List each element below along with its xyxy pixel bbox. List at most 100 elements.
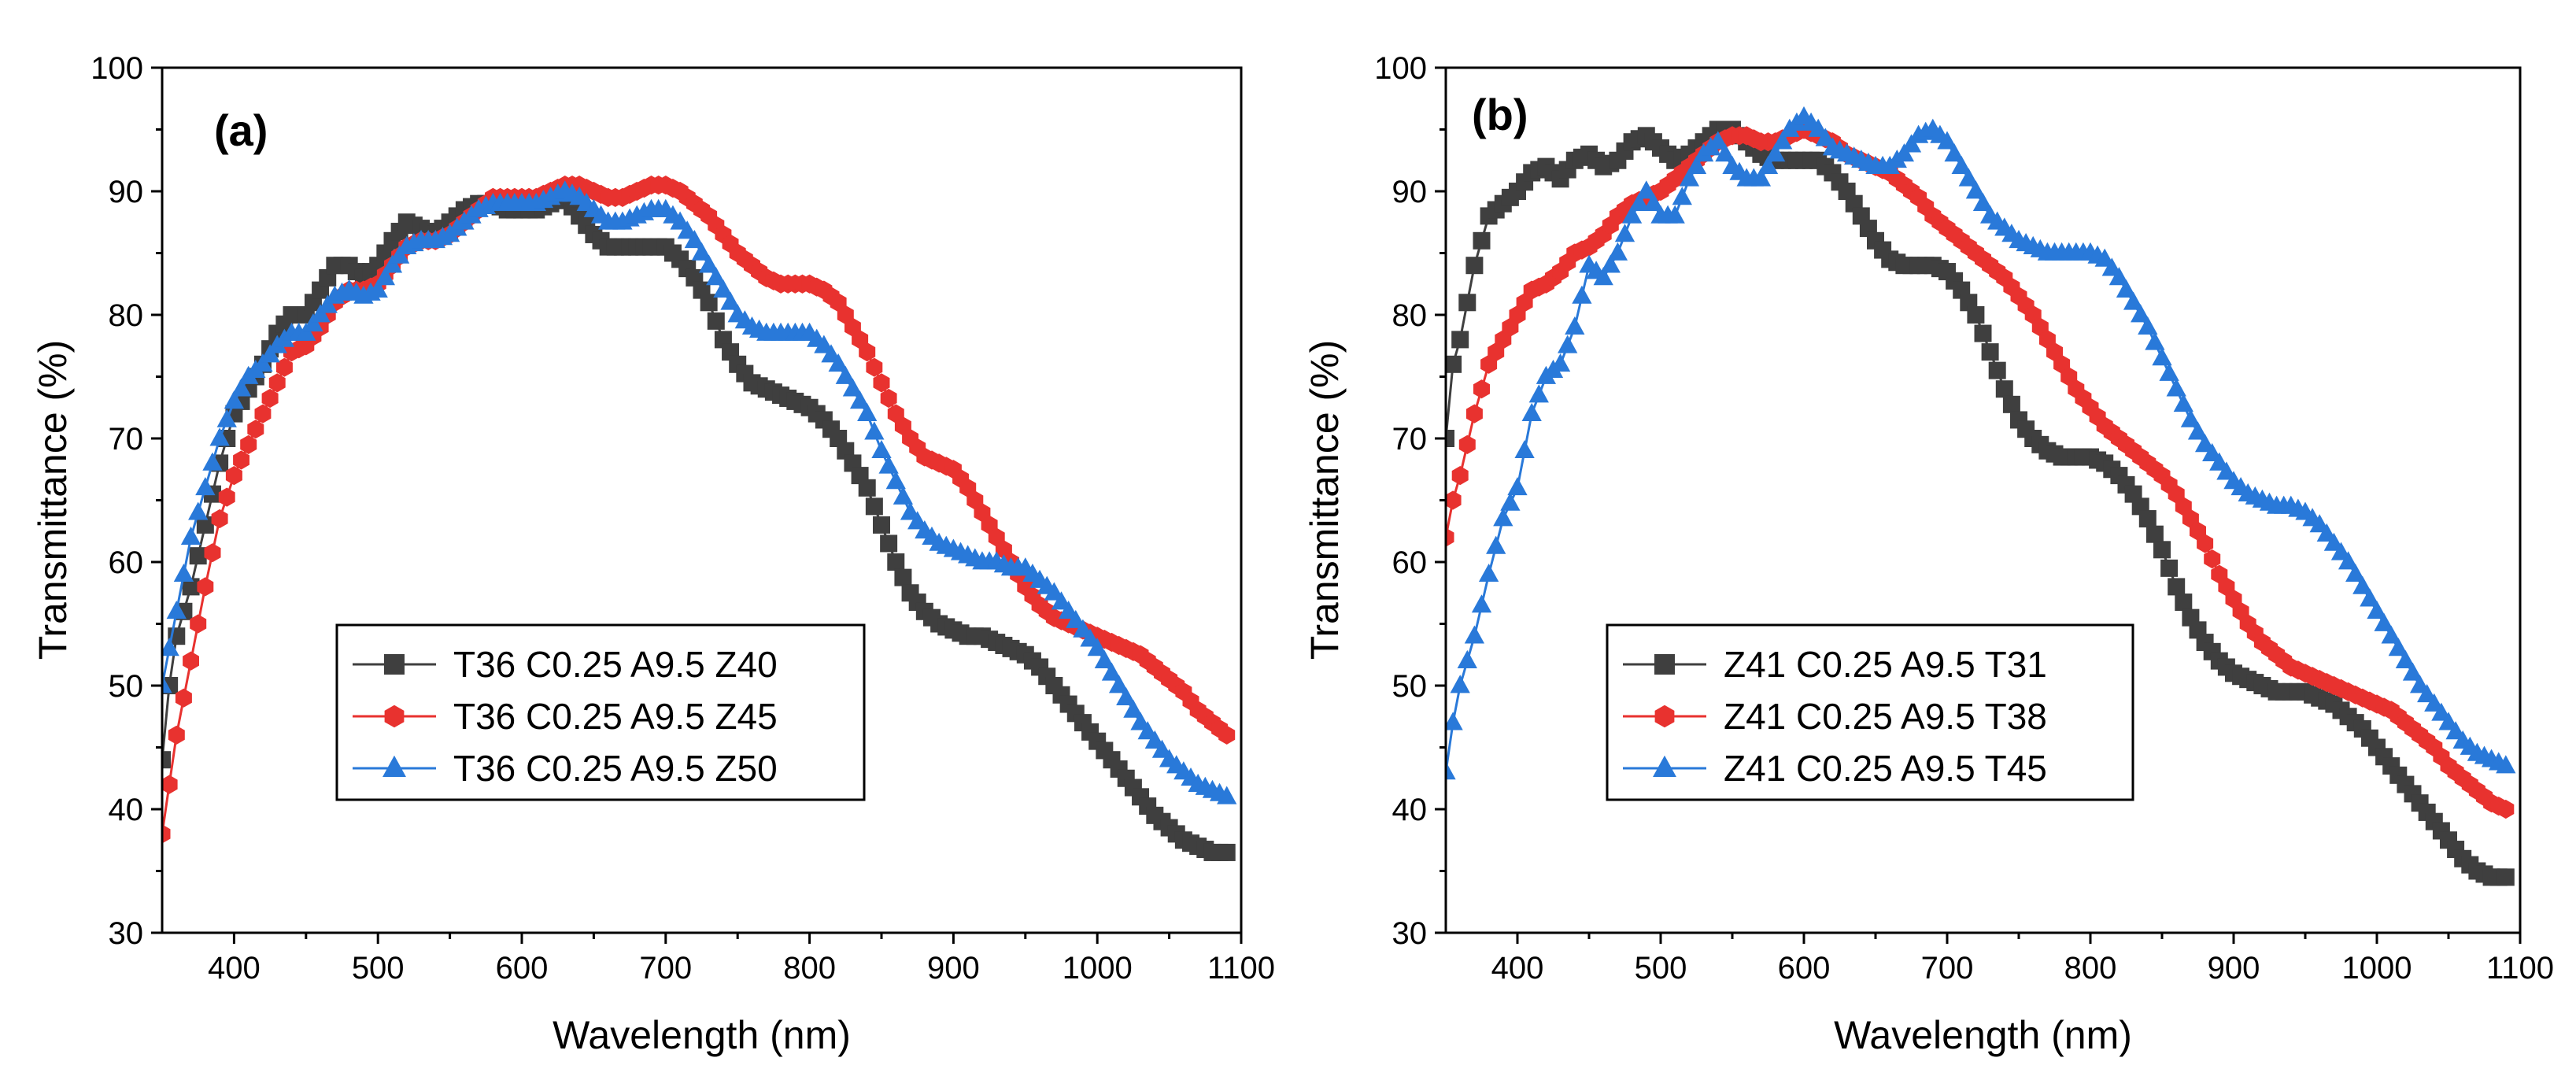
data-point xyxy=(720,291,741,310)
y-tick-label: 50 xyxy=(109,669,144,704)
panel-label-b: (b) xyxy=(1472,90,1528,139)
x-tick-label: 800 xyxy=(2064,951,2117,986)
axis-ticks-b: 400 500 600 700 800 900 1000 1100 30 40 50 60 70 80 90… xyxy=(1374,51,2554,986)
legend-marker xyxy=(384,654,405,675)
data-point xyxy=(180,526,201,545)
data-point xyxy=(188,501,209,520)
series-triangle-3 xyxy=(162,180,1237,804)
plot-area-b xyxy=(1446,106,2516,886)
data-point xyxy=(190,614,207,634)
legend-label: T36 C0.25 A9.5 Z50 xyxy=(453,748,778,789)
x-tick-label: 1000 xyxy=(1063,951,1133,986)
x-tick-label: 1100 xyxy=(2486,951,2554,986)
data-point xyxy=(224,390,245,409)
data-point xyxy=(1108,675,1129,693)
legend-marker xyxy=(1653,755,1676,778)
y-tick-label: 100 xyxy=(1374,51,1427,86)
data-point xyxy=(1465,404,1483,423)
data-point xyxy=(894,568,912,586)
y-tick-label: 40 xyxy=(1392,793,1428,827)
data-point xyxy=(268,373,286,393)
data-point xyxy=(865,497,883,516)
data-point xyxy=(2367,601,2387,619)
data-point xyxy=(828,353,848,372)
data-point xyxy=(698,254,719,273)
data-point xyxy=(885,471,906,490)
plot-area-a xyxy=(162,176,1237,861)
data-point xyxy=(1450,675,1470,693)
legend-label: Z41 C0.25 A9.5 T31 xyxy=(1724,644,2047,685)
data-point xyxy=(1473,231,1491,250)
data-point xyxy=(1458,294,1476,312)
data-point xyxy=(1974,324,1992,342)
data-point xyxy=(1446,430,1454,447)
data-point xyxy=(2395,649,2416,668)
data-point xyxy=(1446,355,1462,373)
data-point xyxy=(700,294,718,312)
data-point xyxy=(202,452,223,471)
data-point xyxy=(1757,155,1779,174)
data-point xyxy=(1218,843,1236,861)
y-tick-label: 30 xyxy=(1392,916,1428,951)
data-point xyxy=(1967,306,1985,324)
y-tick-label: 30 xyxy=(109,916,144,951)
data-point xyxy=(310,304,331,323)
data-point xyxy=(1558,335,1578,353)
data-point xyxy=(166,601,187,619)
data-point xyxy=(240,435,257,454)
data-point xyxy=(225,466,242,486)
series-triangle-3 xyxy=(1446,106,2516,780)
data-point xyxy=(866,357,883,377)
data-point xyxy=(880,388,897,409)
data-point xyxy=(1464,625,1485,644)
data-point xyxy=(849,390,870,409)
data-point xyxy=(2002,395,2020,413)
data-point xyxy=(1593,267,1613,286)
data-point xyxy=(211,509,228,529)
plot-frame-a xyxy=(161,66,1243,934)
y-tick-label: 70 xyxy=(109,422,144,457)
data-point xyxy=(887,553,905,571)
data-point xyxy=(368,279,388,298)
data-point xyxy=(1672,187,1692,205)
data-point xyxy=(1665,205,1685,224)
panel-label-a: (a) xyxy=(214,105,268,155)
data-point xyxy=(209,427,230,446)
y-tick-label: 90 xyxy=(109,175,144,209)
data-point xyxy=(375,267,395,286)
data-point xyxy=(873,516,890,534)
data-point xyxy=(1217,786,1237,804)
data-point xyxy=(857,402,878,421)
data-point xyxy=(1715,143,1735,162)
data-point xyxy=(189,547,207,565)
data-point xyxy=(1679,168,1700,187)
data-point xyxy=(1750,168,1772,187)
data-point xyxy=(1521,402,1542,421)
data-point xyxy=(2131,304,2151,323)
data-point xyxy=(2496,755,2516,774)
data-point xyxy=(880,534,898,553)
data-point xyxy=(1218,725,1236,745)
x-tick-label: 700 xyxy=(1921,951,1974,986)
series-square-1 xyxy=(162,188,1236,861)
legend-label: T36 C0.25 A9.5 Z45 xyxy=(453,696,778,737)
data-point xyxy=(173,563,194,582)
data-point xyxy=(162,824,171,844)
data-point xyxy=(2159,362,2179,381)
data-point xyxy=(1686,155,1707,174)
data-point xyxy=(218,487,235,507)
legend-box-a xyxy=(335,623,866,801)
x-tick-label: 900 xyxy=(2208,951,2260,986)
legend-a: T36 C0.25 A9.5 Z40 T36 C0.25 A9.5 Z45 T36 … xyxy=(335,623,866,801)
data-point xyxy=(1550,353,1571,372)
y-tick-label: 80 xyxy=(109,298,144,333)
y-tick-label: 70 xyxy=(1392,422,1428,457)
data-point xyxy=(1486,535,1506,554)
data-point xyxy=(1600,254,1621,273)
data-point xyxy=(1765,143,1786,162)
data-point xyxy=(1944,143,1964,162)
x-tick-label: 600 xyxy=(496,951,549,986)
axis-ticks-a: 400 500 600 700 800 900 1000 1100 30 40 50 60 70 80 90… xyxy=(91,51,1275,986)
legend-label: T36 C0.25 A9.5 Z40 xyxy=(453,644,778,685)
y-tick-label: 40 xyxy=(109,793,144,827)
